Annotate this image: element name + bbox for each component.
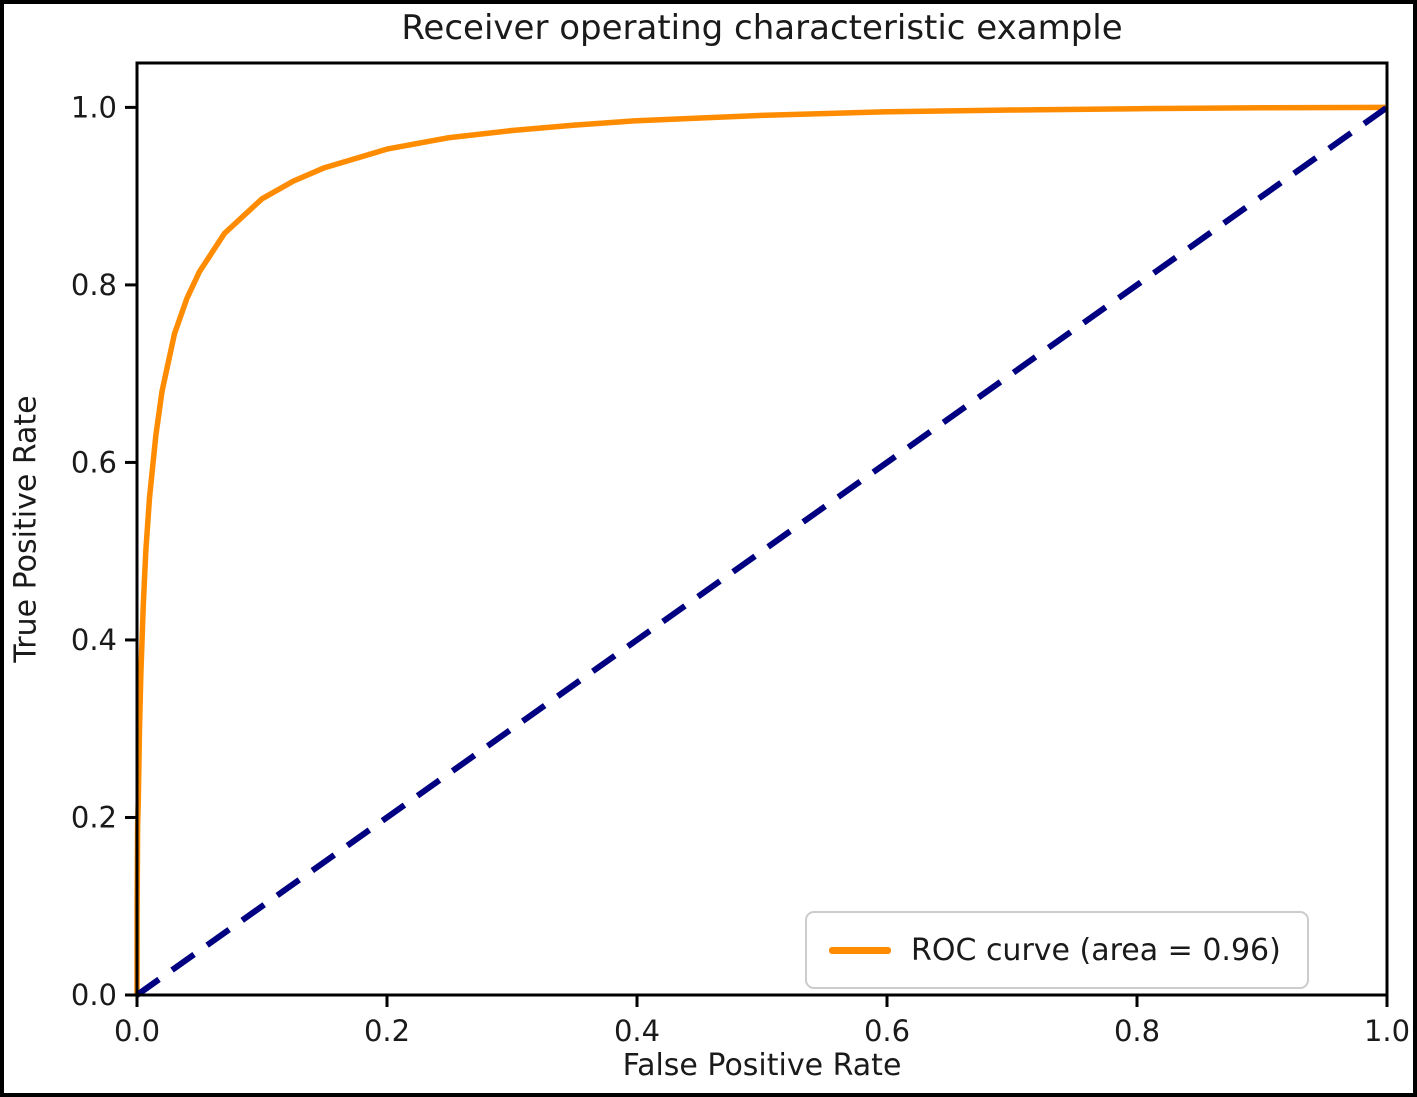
x-tick-label: 0.4 [614,1014,660,1048]
plot-area: 0.0 0.2 0.4 0.6 0.8 1.0 0.0 0.2 0.4 0.6 0.8 1.0 [71,61,1410,1048]
y-tick-label: 0.2 [71,800,117,834]
legend: ROC curve (area = 0.96) [805,911,1309,989]
x-tick-label: 0.0 [114,1014,160,1048]
chart-title: Receiver operating characteristic exampl… [401,8,1123,48]
x-tick-label: 0.6 [864,1014,910,1048]
x-tick-label: 0.8 [1114,1014,1160,1048]
roc-curve-legend-swatch [829,946,891,954]
roc-curve-line [134,104,1388,996]
y-tick-label: 0.6 [71,445,117,479]
axes-spines [135,61,1389,997]
y-tick-label: 0.4 [71,623,117,657]
legend-label: ROC curve (area = 0.96) [911,932,1281,968]
x-tick-label: 0.2 [364,1014,410,1048]
y-tick-label: 1.0 [71,90,117,124]
chance-diagonal-line [135,104,1389,998]
x-tick-label: 1.0 [1364,1014,1410,1048]
y-tick-label: 0.8 [71,268,117,302]
x-axis-label: False Positive Rate [622,1048,902,1083]
y-tick-label: 0.0 [71,978,117,1012]
